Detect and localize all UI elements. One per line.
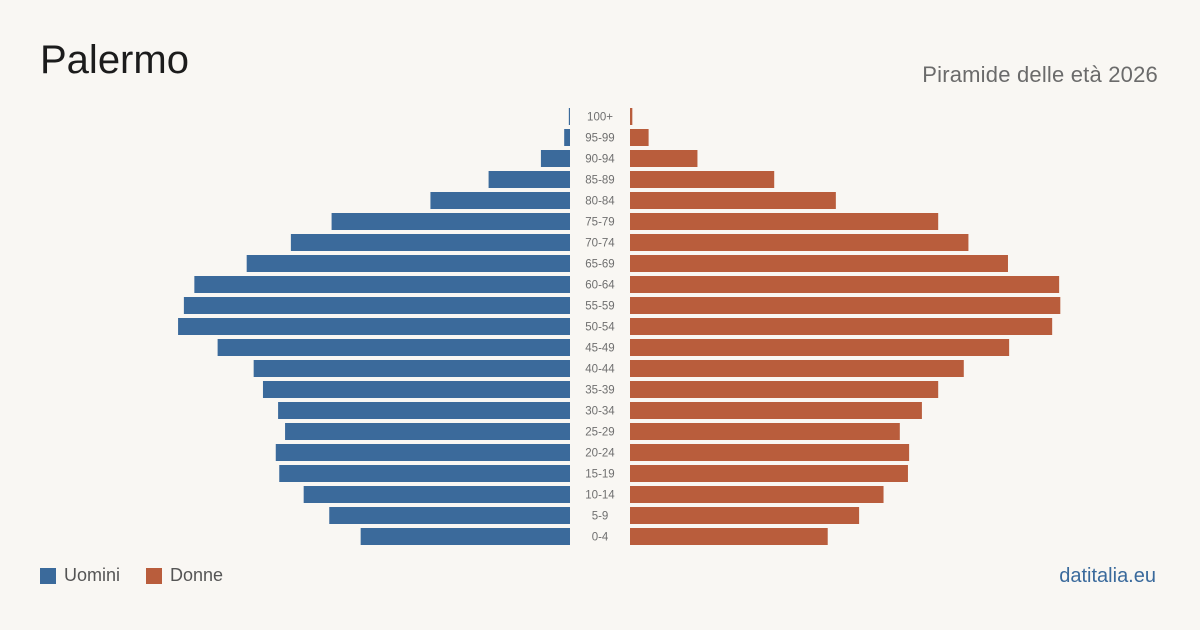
bar-donne-60-64 — [630, 276, 1060, 293]
bar-uomini-30-34 — [278, 402, 570, 419]
age-label-90-94: 90-94 — [585, 154, 615, 166]
age-label-20-24: 20-24 — [585, 448, 615, 460]
bar-donne-50-54 — [630, 318, 1053, 335]
bar-donne-10-14 — [630, 486, 884, 503]
bar-uomini-25-29 — [285, 423, 570, 440]
bar-uomini-60-64 — [194, 276, 570, 293]
age-label-30-34: 30-34 — [585, 406, 615, 418]
age-label-100+: 100+ — [587, 112, 613, 124]
age-label-80-84: 80-84 — [585, 196, 615, 208]
bar-donne-0-4 — [630, 528, 828, 545]
bar-donne-100+ — [630, 108, 633, 125]
bar-donne-75-79 — [630, 213, 939, 230]
legend-item-uomini: Uomini — [40, 565, 120, 586]
bar-donne-35-39 — [630, 381, 939, 398]
bar-uomini-100+ — [568, 108, 570, 125]
bar-donne-70-74 — [630, 234, 969, 251]
age-label-65-69: 65-69 — [585, 259, 614, 271]
age-label-50-54: 50-54 — [585, 322, 615, 334]
age-label-70-74: 70-74 — [585, 238, 615, 250]
age-label-60-64: 60-64 — [585, 280, 615, 292]
bar-donne-25-29 — [630, 423, 900, 440]
bar-uomini-40-44 — [253, 360, 570, 377]
age-label-55-59: 55-59 — [585, 301, 614, 313]
age-label-25-29: 25-29 — [585, 427, 614, 439]
bar-uomini-0-4 — [360, 528, 570, 545]
legend-swatch-donne — [146, 567, 163, 584]
bar-uomini-55-59 — [183, 297, 570, 314]
age-label-0-4: 0-4 — [592, 532, 609, 544]
bar-uomini-15-19 — [279, 465, 570, 482]
bar-donne-65-69 — [630, 255, 1008, 272]
age-label-40-44: 40-44 — [585, 364, 615, 376]
bar-donne-40-44 — [630, 360, 964, 377]
bar-uomini-45-49 — [217, 339, 570, 356]
chart-subtitle: Piramide delle età 2026 — [922, 62, 1158, 87]
legend-label-donne: Donne — [170, 565, 224, 585]
legend-swatch-uomini — [40, 567, 56, 584]
age-label-95-99: 95-99 — [585, 133, 614, 145]
bar-donne-95-99 — [630, 129, 649, 146]
bar-uomini-35-39 — [262, 381, 570, 398]
chart-title: Palermo — [40, 38, 189, 82]
bar-uomini-10-14 — [303, 486, 570, 503]
bar-uomini-65-69 — [246, 255, 570, 272]
age-label-75-79: 75-79 — [585, 217, 614, 229]
legend-label-uomini: Uomini — [64, 565, 121, 585]
bar-donne-45-49 — [630, 339, 1010, 356]
bar-uomini-90-94 — [540, 150, 570, 167]
bar-uomini-20-24 — [275, 444, 570, 461]
bar-donne-5-9 — [630, 507, 860, 524]
bar-donne-85-89 — [630, 171, 775, 188]
bar-donne-20-24 — [630, 444, 910, 461]
bar-donne-90-94 — [630, 150, 698, 167]
legend: Uomini Donne — [40, 565, 249, 586]
bar-uomini-80-84 — [430, 192, 570, 209]
bar-uomini-50-54 — [178, 318, 570, 335]
age-label-45-49: 45-49 — [585, 343, 614, 355]
bar-uomini-75-79 — [331, 213, 570, 230]
age-label-85-89: 85-89 — [585, 175, 614, 187]
bar-uomini-70-74 — [290, 234, 570, 251]
bar-donne-55-59 — [630, 297, 1061, 314]
legend-item-donne: Donne — [146, 565, 223, 586]
bar-donne-15-19 — [630, 465, 908, 482]
age-label-35-39: 35-39 — [585, 385, 614, 397]
bar-donne-30-34 — [630, 402, 922, 419]
bar-donne-80-84 — [630, 192, 836, 209]
age-label-10-14: 10-14 — [585, 490, 615, 502]
bar-uomini-85-89 — [488, 171, 570, 188]
bar-uomini-5-9 — [329, 507, 570, 524]
age-label-5-9: 5-9 — [592, 511, 609, 523]
age-label-15-19: 15-19 — [585, 469, 614, 481]
source-link[interactable]: datitalia.eu — [1059, 565, 1156, 587]
bar-uomini-95-99 — [564, 129, 570, 146]
